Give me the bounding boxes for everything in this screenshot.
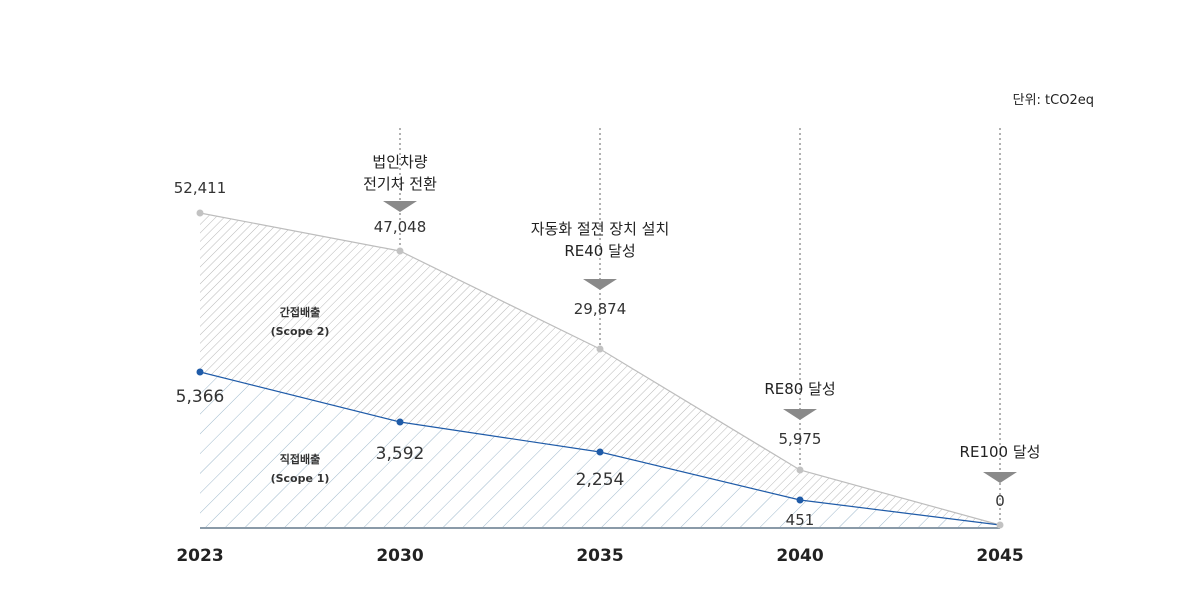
milestone-text-2030-2: 전기차 전환 [363, 175, 437, 193]
scope2-point-2045 [996, 521, 1004, 529]
scope2-point-2030 [396, 247, 404, 255]
milestone-marker-2035 [583, 279, 617, 290]
area-label-line2: (Scope 2) [271, 325, 330, 338]
x-tick-2040: 2040 [776, 546, 823, 566]
scope1-value-label-2035: 2,254 [576, 470, 625, 490]
scope1-value-label-2023: 5,366 [176, 387, 225, 407]
milestone-text-2035-1: 자동화 절전 장치 설치 [531, 220, 670, 238]
milestone-2035: 자동화 절전 장치 설치 RE40 달성 [531, 220, 670, 290]
x-tick-2035: 2035 [576, 546, 623, 566]
scope2-value-label-2040: 5,975 [779, 430, 822, 448]
x-tick-2030: 2030 [376, 546, 423, 566]
milestone-text-2035-2: RE40 달성 [564, 242, 635, 260]
milestone-text-2045-1: RE100 달성 [960, 443, 1041, 461]
scope2-value-label-2023: 52,411 [174, 179, 227, 197]
scope2-point-2023 [196, 209, 204, 217]
scope2-value-label-2035: 29,874 [574, 300, 627, 318]
scope1-point-2035 [596, 448, 604, 456]
scope1-point-2030 [396, 418, 404, 426]
milestone-2040: RE80 달성 [764, 380, 836, 420]
area-label-line2: (Scope 1) [271, 472, 330, 485]
scope2-value-label-2030: 47,048 [374, 218, 427, 236]
x-axis-ticks: 2023 2030 2035 2040 2045 [176, 546, 1023, 566]
scope1-point-2023 [196, 368, 204, 376]
milestone-marker-2030 [383, 201, 417, 212]
x-tick-2023: 2023 [176, 546, 223, 566]
scope1-area [200, 372, 1000, 528]
milestone-2045: RE100 달성 [960, 443, 1041, 483]
milestone-text-2040-1: RE80 달성 [764, 380, 835, 398]
scope2-point-2040 [796, 466, 804, 474]
area-label-line1: 직접배출 [280, 452, 320, 466]
scope1-value-label-2030: 3,592 [376, 444, 425, 464]
area-label-line1: 간접배출 [280, 305, 320, 319]
x-tick-2045: 2045 [976, 546, 1023, 566]
scope2-area [200, 213, 1000, 525]
data-points [196, 209, 1004, 529]
scope1-area-label: 직접배출 (Scope 1) [271, 452, 330, 485]
value-labels: 52,411 47,048 29,874 5,975 0 5,366 3,592 2,254 4… [174, 179, 1005, 529]
scope2-area-label: 간접배출 (Scope 2) [271, 305, 330, 338]
scope2-point-2035 [596, 345, 604, 353]
unit-label: 단위: tCO2eq [1013, 93, 1094, 108]
milestone-text-2030-1: 법인차량 [372, 153, 427, 171]
scope2-value-label-2045: 0 [995, 492, 1005, 510]
milestone-marker-2040 [783, 409, 817, 420]
series-labels: 간접배출 (Scope 2) 직접배출 (Scope 1) [271, 305, 330, 485]
milestone-marker-2045 [983, 472, 1017, 483]
scope1-value-label-2040: 451 [786, 511, 815, 529]
scope1-point-2040 [796, 496, 804, 504]
